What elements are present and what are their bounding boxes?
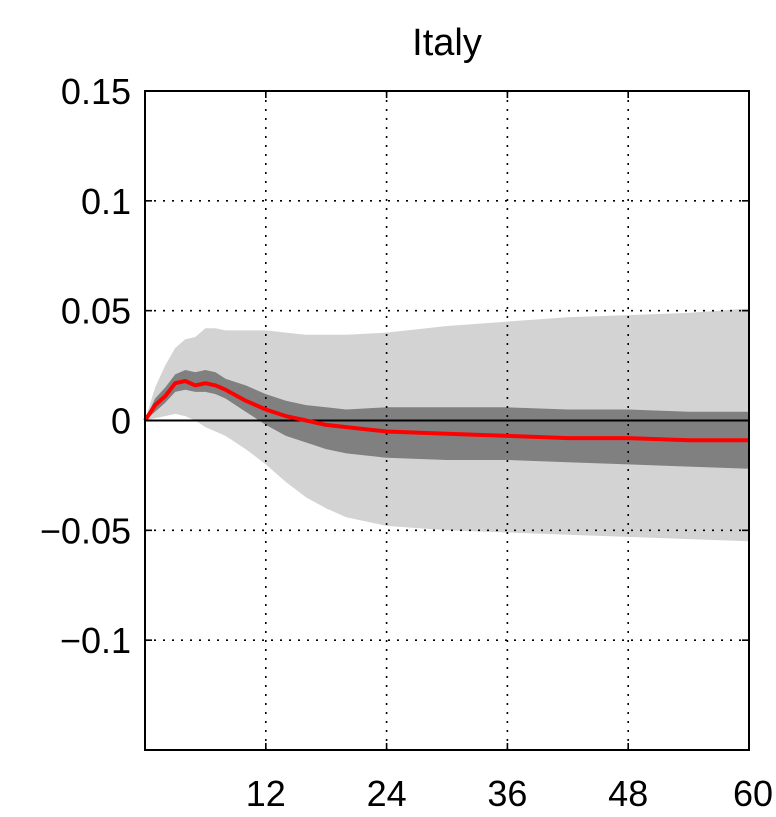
x-tick-label: 36: [487, 773, 527, 814]
x-tick-label: 24: [367, 773, 407, 814]
series-line: [143, 379, 749, 443]
y-tick-label: 0.05: [61, 291, 131, 332]
x-axis: 12 24 36 48 60: [246, 91, 773, 814]
y-tick-label: 0: [111, 401, 131, 442]
confidence-band-inner: [145, 370, 749, 469]
y-axis: 0.15 0.1 0.05 0 −0.05 −0.1: [40, 71, 749, 661]
x-tick-label: 12: [246, 773, 286, 814]
y-tick-label: 0.1: [81, 181, 131, 222]
x-tick-label: 48: [608, 773, 648, 814]
y-tick-label: −0.1: [60, 620, 131, 661]
grid-lines: [145, 91, 749, 750]
confidence-bands: [145, 308, 749, 542]
y-tick-label: 0.15: [61, 71, 131, 112]
series-group: [143, 379, 749, 443]
chart-title: Italy: [412, 22, 482, 64]
x-tick-label: 60: [733, 773, 773, 814]
y-tick-label: −0.05: [40, 510, 131, 551]
